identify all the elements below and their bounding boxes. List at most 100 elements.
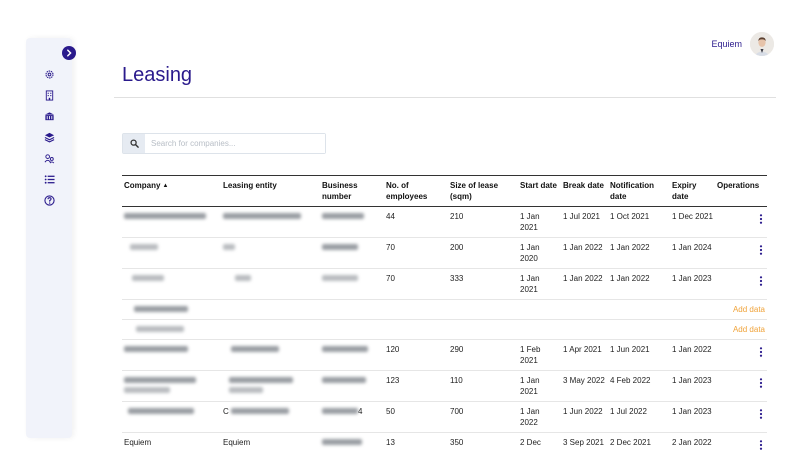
cell-notification-date: 1 Jan 2022	[608, 268, 670, 300]
cell-company	[122, 401, 221, 433]
sidebar-item-layers[interactable]	[26, 127, 72, 148]
add-data-link[interactable]: Add data	[670, 299, 767, 320]
cell-operations	[715, 370, 767, 402]
sidebar-item-users[interactable]	[26, 148, 72, 169]
column-header-leasing-entity: Leasing entity	[223, 181, 277, 190]
cell-start-date: 1 Feb 2021	[518, 339, 561, 371]
sidebar	[26, 38, 76, 438]
cell-start-date: 1 Jan 2020	[518, 237, 561, 269]
search-button[interactable]	[123, 134, 145, 153]
bank-icon	[44, 112, 54, 121]
business-number-suffix: 4	[358, 407, 363, 416]
table-row: 123 110 1 Jan 2021 3 May 2022 4 Feb 2022…	[122, 370, 767, 402]
row-actions-menu[interactable]	[759, 347, 763, 357]
cell-notification-date: 2 Dec 2021	[608, 432, 670, 450]
sidebar-item-buildings[interactable]	[26, 85, 72, 106]
redacted-company-line2	[124, 387, 170, 393]
cell-lease-size: 210	[448, 206, 518, 238]
kebab-menu-icon	[759, 276, 763, 286]
avatar[interactable]	[750, 32, 774, 56]
redacted-business-number	[322, 346, 368, 352]
redacted-company	[124, 377, 196, 383]
cell-start-date: 1 Jan 2021	[518, 370, 561, 402]
cell-expiry-date: 1 Jan 2023	[670, 401, 715, 433]
cell-break-date: 1 Jan 2022	[561, 268, 608, 300]
user-name[interactable]: Equiem	[711, 39, 742, 49]
row-actions-menu[interactable]	[759, 276, 763, 286]
column-header-employees: No. of employees	[386, 181, 428, 201]
row-actions-menu[interactable]	[759, 440, 763, 450]
kebab-menu-icon	[759, 347, 763, 357]
cell-leasing-entity	[221, 268, 320, 300]
column-header-label: Company	[124, 181, 161, 190]
cell-business-number	[320, 370, 384, 402]
table-row: 70 333 1 Jan 2021 1 Jan 2022 1 Jan 2022 …	[122, 268, 767, 300]
redacted-entity-line2	[229, 387, 263, 393]
table-header-row: Company ▲ Leasing entity Business number …	[122, 175, 767, 207]
redacted-entity	[231, 346, 279, 352]
cell-operations	[715, 401, 767, 433]
kebab-menu-icon	[759, 409, 763, 419]
redacted-business-number	[322, 377, 366, 383]
users-icon	[44, 154, 54, 164]
leasing-table-container: Company ▲ Leasing entity Business number …	[122, 175, 767, 450]
column-header-business-number: Business number	[322, 181, 358, 201]
kebab-menu-icon	[759, 378, 763, 388]
user-menu[interactable]: Equiem	[711, 32, 774, 56]
cell-company	[122, 319, 221, 340]
sidebar-collapse-button[interactable]	[62, 46, 76, 60]
entity-prefix: C	[223, 407, 229, 416]
cell-leasing-entity	[221, 237, 320, 269]
sidebar-item-help[interactable]	[26, 190, 72, 211]
redacted-company	[132, 275, 164, 281]
add-data-link[interactable]: Add data	[670, 319, 767, 340]
cell-company: Equiem	[122, 432, 221, 450]
cell-business-number	[320, 432, 384, 450]
redacted-business-number	[322, 244, 358, 250]
redacted-entity	[230, 408, 289, 414]
redacted-company	[124, 213, 206, 219]
cell-employees: 50	[384, 401, 448, 433]
row-actions-menu[interactable]	[759, 245, 763, 255]
title-divider	[114, 97, 776, 98]
cell-leasing-entity	[221, 206, 320, 238]
sidebar-item-settings[interactable]	[26, 64, 72, 85]
cell-start-date: 1 Jan 2021	[518, 206, 561, 238]
cell-expiry-date: 1 Dec 2021	[670, 206, 715, 238]
cell-company	[122, 370, 221, 402]
redacted-company	[124, 346, 188, 352]
company-search	[122, 133, 326, 154]
cell-employees: 13	[384, 432, 448, 450]
cell-business-number	[320, 339, 384, 371]
row-actions-menu[interactable]	[759, 378, 763, 388]
redacted-business-number	[322, 439, 362, 445]
cell-expiry-date: 1 Jan 2023	[670, 268, 715, 300]
redacted-entity	[223, 244, 235, 250]
table-row: Equiem Equiem 13 350 2 Dec 3 Sep 2021 2 …	[122, 432, 767, 450]
cell-expiry-date: 2 Jan 2022	[670, 432, 715, 450]
table-row: C 4 50 700 1 Jan 2022 1 Jun 2022 1 Jul 2…	[122, 401, 767, 433]
cell-lease-size: 110	[448, 370, 518, 402]
cell-lease-size: 200	[448, 237, 518, 269]
column-header-company[interactable]: Company ▲	[122, 176, 221, 207]
cell-lease-size: 290	[448, 339, 518, 371]
cell-company	[122, 237, 221, 269]
list-icon	[44, 175, 55, 184]
search-icon	[129, 139, 139, 148]
cell-leasing-entity	[221, 370, 320, 402]
search-input[interactable]	[145, 134, 325, 153]
kebab-menu-icon	[759, 214, 763, 224]
sidebar-item-list[interactable]	[26, 169, 72, 190]
sort-ascending-icon: ▲	[162, 183, 169, 189]
table-row: 44 210 1 Jan 2021 1 Jul 2021 1 Oct 2021 …	[122, 206, 767, 238]
kebab-menu-icon	[759, 245, 763, 255]
cell-operations	[715, 432, 767, 450]
cell-expiry-date: 1 Jan 2022	[670, 339, 715, 371]
row-actions-menu[interactable]	[759, 409, 763, 419]
cell-leasing-entity: Equiem	[221, 432, 320, 450]
sidebar-item-leasing[interactable]	[26, 106, 72, 127]
chevron-right-icon	[67, 49, 72, 57]
cell-employees: 70	[384, 268, 448, 300]
cell-break-date: 1 Apr 2021	[561, 339, 608, 371]
row-actions-menu[interactable]	[759, 214, 763, 224]
